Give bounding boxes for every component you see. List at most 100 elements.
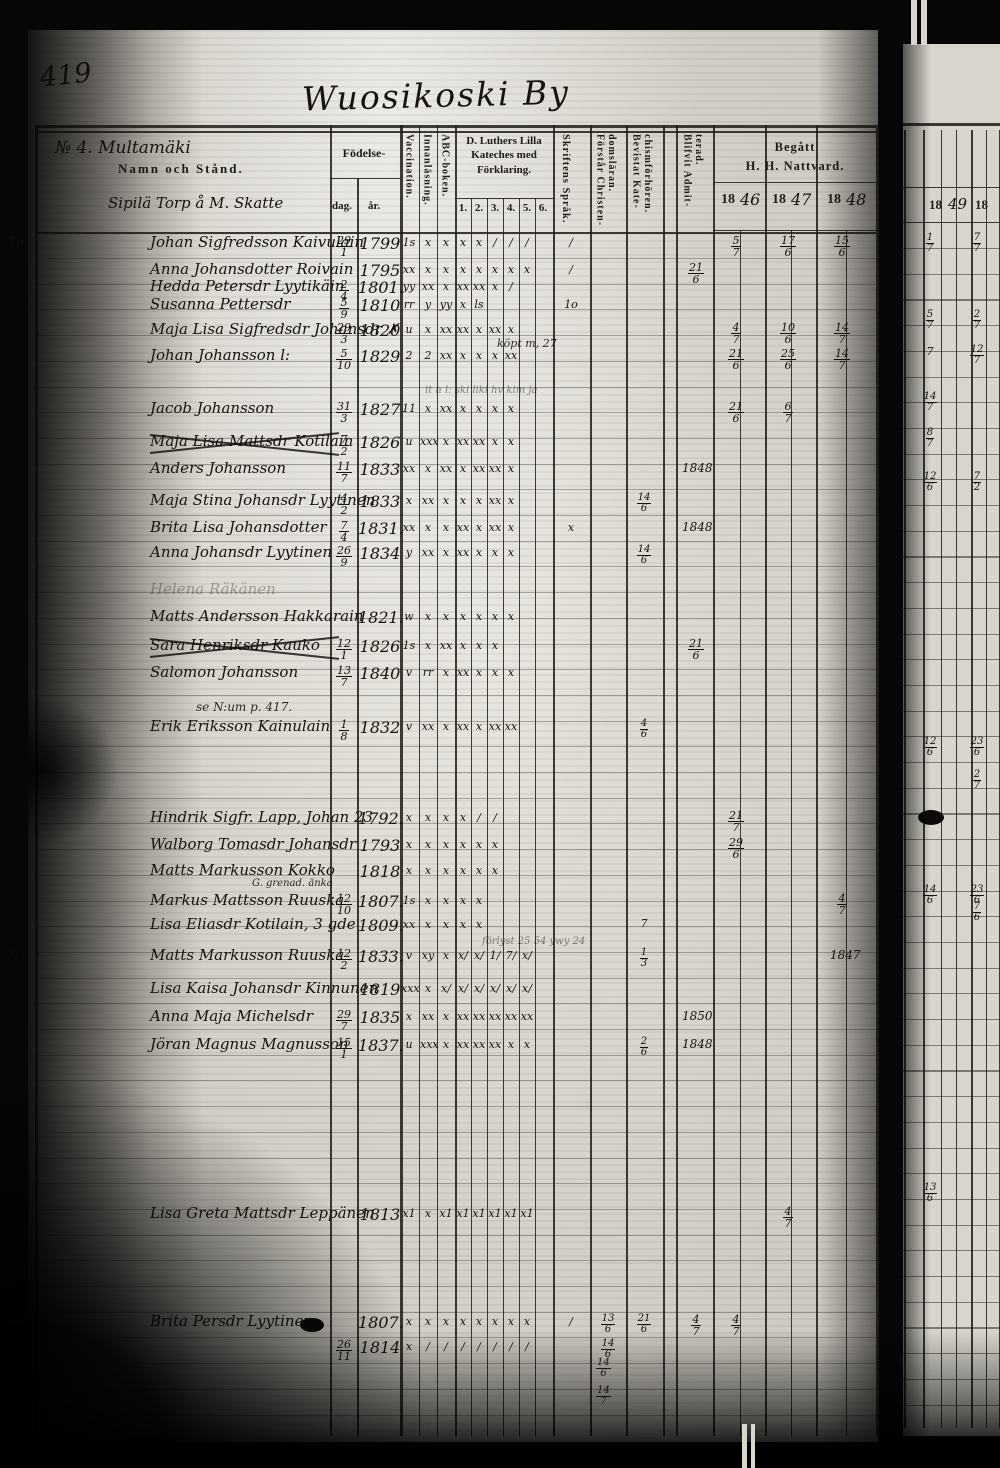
mark-cell: x/ <box>441 982 451 995</box>
person-name: Jöran Magnus Magnusson <box>150 1035 349 1053</box>
rule-line <box>903 736 1000 738</box>
mark-cell: x <box>491 666 499 679</box>
mark-cell: x <box>459 894 467 907</box>
mark-cell: x <box>475 918 483 931</box>
mark-cell: x <box>442 894 450 907</box>
birth-year-value: 1818 <box>359 862 401 881</box>
rule-line <box>36 694 876 696</box>
rule-line <box>36 900 876 902</box>
mark-cell: x <box>424 639 432 652</box>
mark-cell: x <box>475 494 483 507</box>
mark-cell: x/ <box>490 982 500 995</box>
mark-cell: x <box>459 494 467 507</box>
mark-cell: xx <box>488 462 502 475</box>
rule-line <box>903 762 1000 764</box>
communion-1848-mark: 14 7 <box>833 321 851 347</box>
column-line <box>816 125 818 1436</box>
mark-cell: x <box>475 1315 483 1328</box>
mark-cell: xx <box>504 349 518 362</box>
column-line <box>740 230 741 1436</box>
mark-cell: x <box>424 462 432 475</box>
person-name: Anna Johansdotter Roivain <box>150 260 354 278</box>
mark-cell: x1 <box>402 1207 416 1220</box>
admitted-mark: 1848 <box>682 461 713 475</box>
rule-line <box>36 926 876 928</box>
communion-1846-mark: 21 7 <box>727 809 745 835</box>
mark-cell: xx <box>488 323 502 336</box>
person-name: Maja Stina Johansdr Lyytinen <box>150 491 376 509</box>
mark-cell: y <box>405 546 413 559</box>
birth-year-value: 1833. <box>358 947 404 966</box>
rule-line <box>36 1363 876 1365</box>
mark-cell: x <box>424 521 432 534</box>
rule-line <box>36 386 876 388</box>
column-line <box>437 125 439 1436</box>
mark-cell: / <box>461 1340 465 1353</box>
catechism-number: 1. <box>458 202 468 214</box>
mark-cell: / <box>509 236 513 249</box>
birth-year-value: 1819 <box>359 980 401 999</box>
mark-cell: xx <box>421 720 435 733</box>
catechism-number: 3. <box>490 202 500 214</box>
rule-line <box>36 643 876 645</box>
mark-cell: x <box>459 402 467 415</box>
catechism-number: 2. <box>474 202 484 214</box>
rule-line <box>903 299 1000 301</box>
mark-cell: x <box>424 610 432 623</box>
mark-cell: x/ <box>474 982 484 995</box>
admitted-mark: 21 6 <box>687 637 705 663</box>
column-line <box>971 130 973 1428</box>
mark-cell: u <box>405 1038 413 1051</box>
birth-year-value: 1799 <box>359 234 401 253</box>
row-margin-note: Tp. <box>8 235 28 249</box>
adjacent-year-printed: 18 <box>975 197 988 212</box>
birth-year-value: 1834 <box>359 544 401 563</box>
marginal-annotation: it h l: ski liki hv kim ja <box>425 385 538 396</box>
mark-cell: x/ <box>458 949 468 962</box>
person-name: Hindrik Sigfr. Lapp, Johan 23 <box>150 808 374 826</box>
mark-cell: x <box>442 263 450 276</box>
rule-line <box>36 1337 876 1339</box>
mark-cell: x/ <box>458 982 468 995</box>
rule-line <box>903 556 1000 558</box>
birth-day-value: 29 1 <box>335 234 353 260</box>
examination-mark: 21 6 <box>636 1313 652 1336</box>
mark-cell: x <box>442 720 450 733</box>
column-line <box>535 198 536 1436</box>
birth-year-value: 1831. <box>358 519 404 538</box>
mark-cell: x1 <box>504 1207 518 1220</box>
column-line <box>471 198 472 1436</box>
mark-cell: xx <box>488 720 502 733</box>
rule-line <box>36 1260 876 1262</box>
rule-line <box>903 1250 1000 1252</box>
film-edge-tab <box>751 1424 755 1468</box>
rule-line <box>36 515 876 516</box>
rule-line <box>903 1019 1000 1021</box>
mark-cell: x <box>442 1010 450 1023</box>
mark-cell: x <box>491 610 499 623</box>
adjacent-communion-mark: 23 6 <box>969 884 985 907</box>
person-name: Walborg Tomasdr Johansdr <box>150 835 357 853</box>
birth-year-value: 1833 <box>359 460 401 479</box>
adjacent-communion-mark: 14 6 <box>922 884 938 907</box>
mark-cell: xx <box>456 666 470 679</box>
examination-mark: 14 6 <box>636 492 652 515</box>
film-edge-tab <box>911 0 917 45</box>
rule-line <box>903 633 1000 635</box>
column-line <box>956 130 957 1428</box>
birth-year-value: 1835 <box>359 1008 401 1027</box>
birth-year-value: 1792. <box>358 809 404 828</box>
rule-line <box>36 849 876 851</box>
rule-line <box>36 1029 876 1030</box>
birth-day-value: 29 7 <box>335 1008 353 1034</box>
marginal-annotation: 14 6 <box>596 1357 611 1380</box>
column-line <box>791 230 792 1436</box>
mark-cell: x/ <box>522 949 532 962</box>
birth-day-value: 12 1 <box>335 637 353 663</box>
catechism-number: 5. <box>522 202 532 214</box>
column-line <box>713 125 716 1436</box>
mark-cell: / <box>477 811 481 824</box>
